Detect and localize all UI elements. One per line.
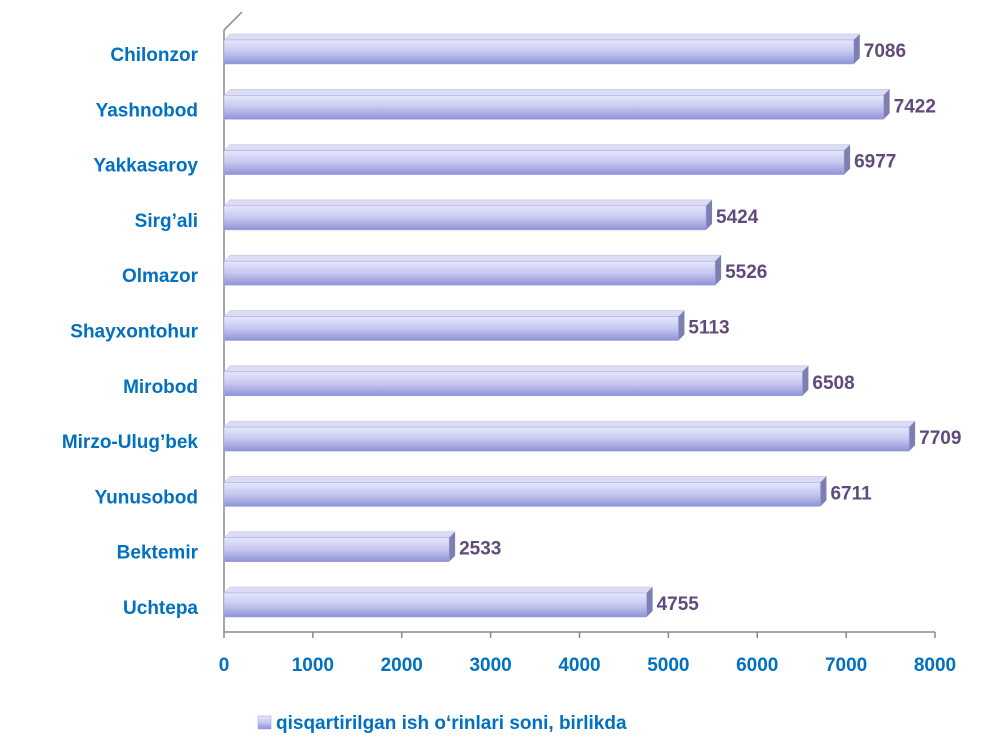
bar <box>223 371 803 397</box>
bar-end <box>883 89 890 120</box>
value-label: 6977 <box>854 152 896 173</box>
bar-end <box>844 144 851 175</box>
legend-swatch <box>257 715 272 730</box>
y-tick-label: Yashnobod <box>96 100 198 121</box>
bar <box>223 537 450 562</box>
bar <box>223 95 884 120</box>
x-tick-label: 1000 <box>292 655 334 676</box>
value-label: 6508 <box>812 373 854 394</box>
value-label: 2533 <box>459 539 501 560</box>
bar-end <box>820 476 827 507</box>
y-tick-label: Olmazor <box>122 266 199 287</box>
x-tick-label: 7000 <box>825 655 867 676</box>
value-label: 5113 <box>688 318 729 339</box>
value-label: 5526 <box>725 262 767 283</box>
y-tick-label: Mirobod <box>123 377 198 398</box>
bar-end <box>715 255 722 286</box>
bar <box>223 426 910 452</box>
y-tick-label: Yunusobod <box>95 487 198 508</box>
y-tick-label: Bektemir <box>117 543 199 564</box>
bar-top <box>223 476 828 483</box>
bar <box>223 482 821 507</box>
value-label: 4755 <box>657 594 700 615</box>
y-tick-label: Yakkasaroy <box>93 156 198 177</box>
value-label: 5424 <box>716 207 759 228</box>
bar-end <box>706 199 713 230</box>
bar-end <box>678 310 685 341</box>
legend-label: qisqartirilgan ish o‘rinlari soni, birli… <box>276 713 627 734</box>
bar-top <box>223 89 891 96</box>
bar-top <box>223 144 851 151</box>
x-tick-label: 5000 <box>647 655 689 676</box>
x-tick-label: 8000 <box>914 655 956 676</box>
x-tick-label: 0 <box>219 655 230 676</box>
bar <box>223 150 845 175</box>
bar-end <box>853 34 860 64</box>
x-tick-label: 6000 <box>736 655 778 676</box>
bar-top <box>223 310 686 317</box>
x-tick-label: 2000 <box>381 655 423 676</box>
value-label: 6711 <box>830 483 872 504</box>
x-tick-label: 4000 <box>558 655 600 676</box>
value-label: 7086 <box>864 41 906 62</box>
bar-top <box>223 365 810 373</box>
bar-end <box>646 587 653 617</box>
bar <box>223 316 679 341</box>
bar-top <box>223 254 722 262</box>
y-tick-label: Uchtepa <box>123 598 198 619</box>
bar-end <box>802 365 809 396</box>
bar <box>223 39 855 65</box>
y-tick-label: Shayxontohur <box>70 322 198 343</box>
bar <box>223 205 707 231</box>
bar <box>223 260 716 286</box>
bar-top <box>223 586 654 594</box>
bar-top <box>223 420 916 428</box>
bar-end <box>449 531 456 562</box>
value-label: 7709 <box>919 428 961 449</box>
value-label: 7422 <box>894 96 936 117</box>
bar-end <box>909 421 916 452</box>
bar-top <box>223 33 861 41</box>
bar-top <box>223 199 713 207</box>
x-tick-label: 3000 <box>469 655 511 676</box>
y-tick-label: Sirg’ali <box>135 211 198 232</box>
y-tick-label: Chilonzor <box>110 45 198 66</box>
bar <box>223 592 647 618</box>
y-tick-label: Mirzo-Ulug’bek <box>62 432 199 453</box>
bar-top <box>223 531 456 538</box>
axis-depth <box>223 11 243 31</box>
